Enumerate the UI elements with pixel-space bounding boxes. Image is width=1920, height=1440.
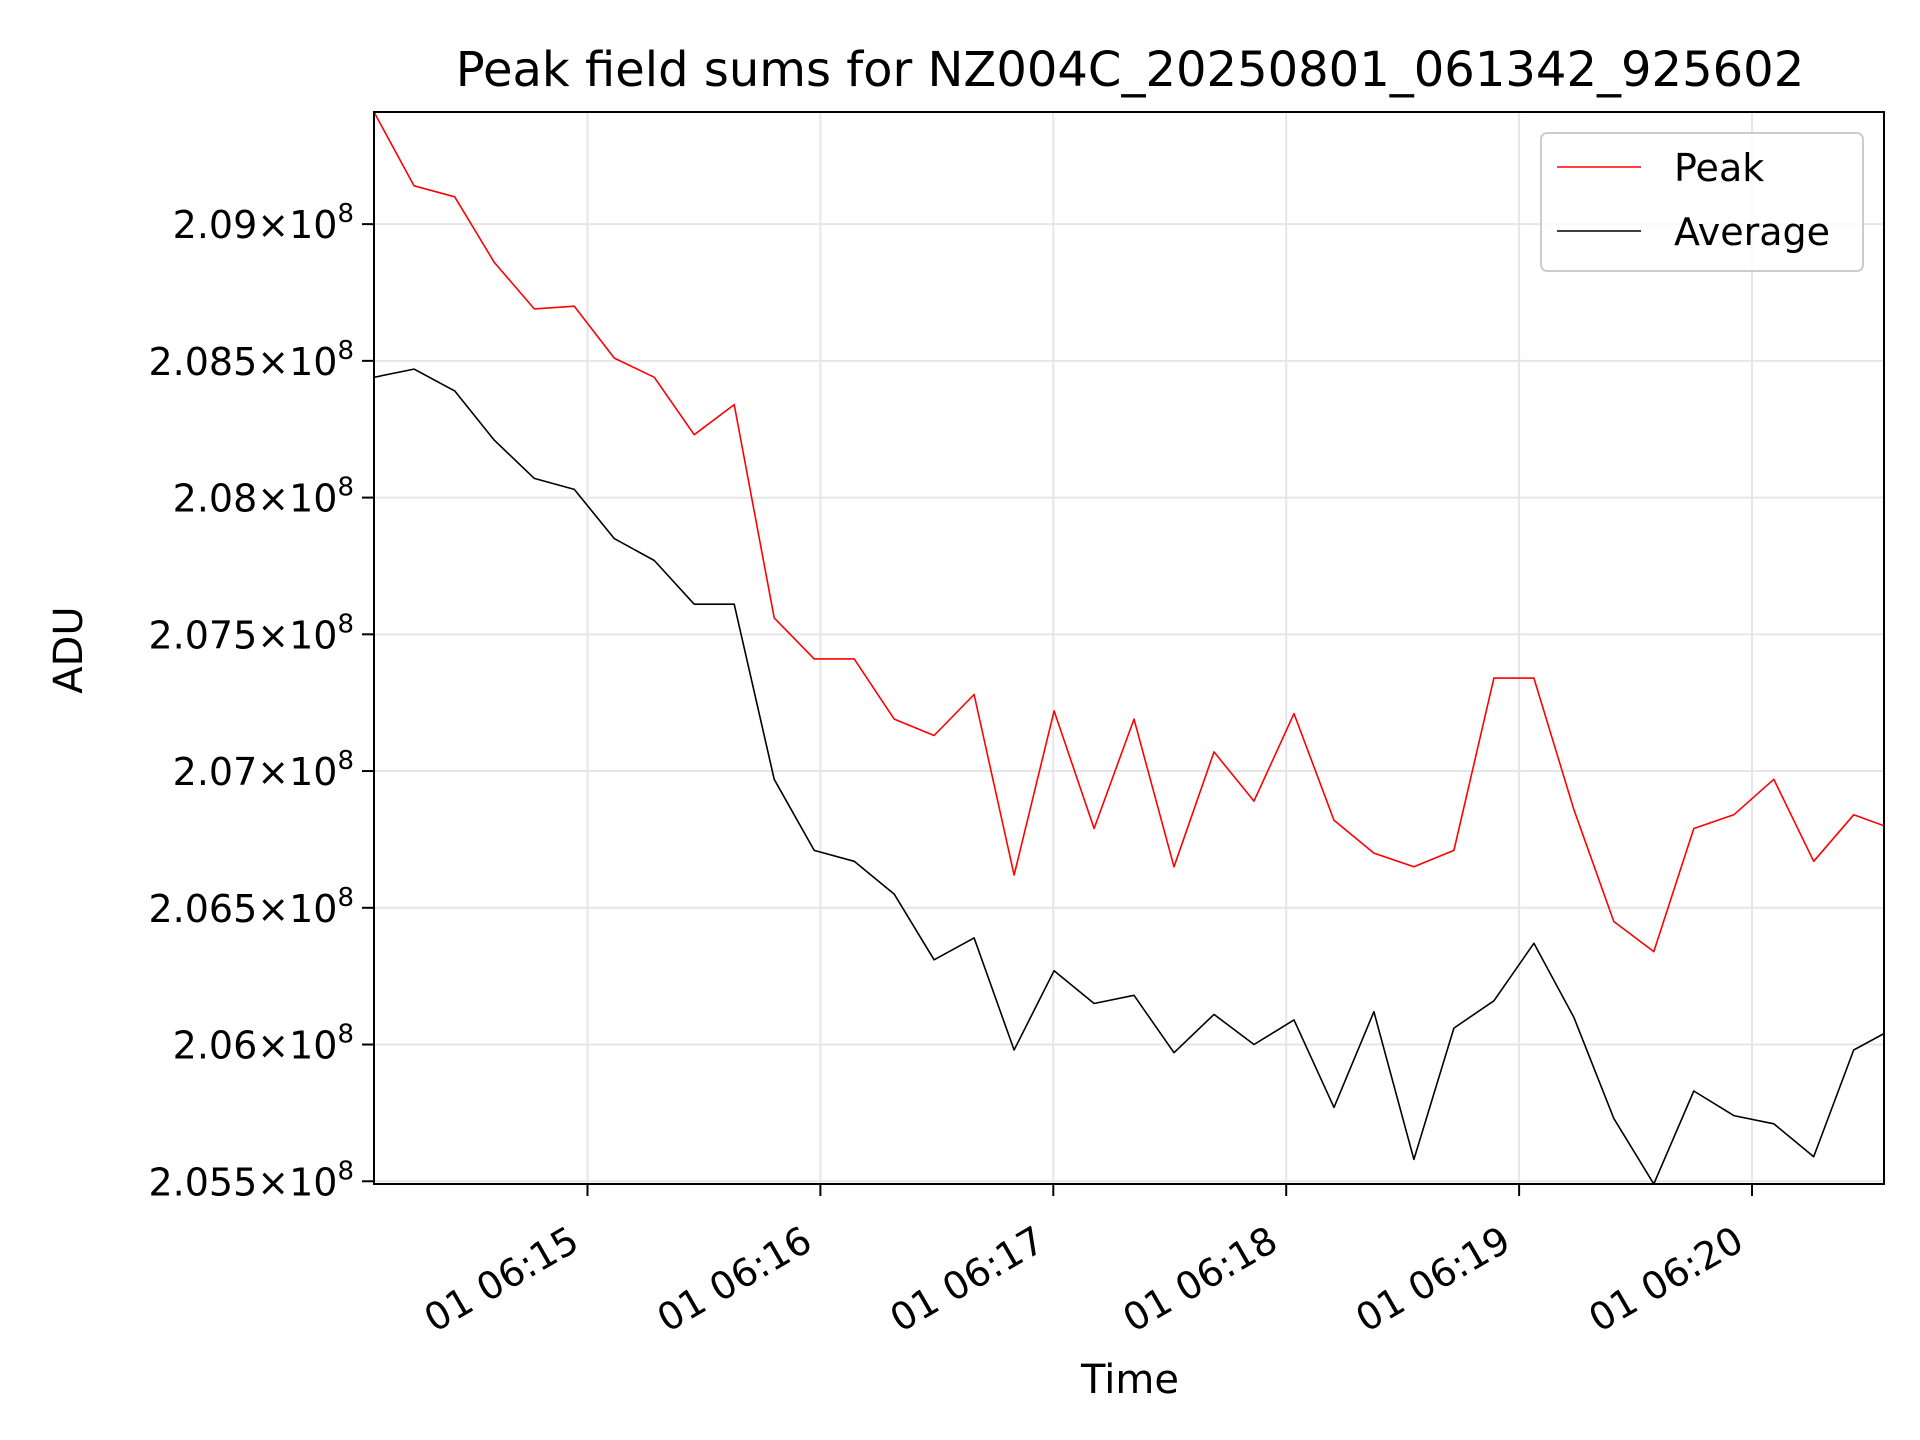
y-tick-label: 2.085×108: [148, 336, 354, 384]
y-tick-label: 2.06×108: [173, 1020, 354, 1068]
y-tick-label: 2.065×108: [148, 883, 354, 931]
chart-title: Peak field sums for NZ004C_20250801_0613…: [456, 42, 1804, 98]
grid: [374, 112, 1884, 1184]
legend: Peak Average: [1540, 132, 1864, 272]
y-axis-label: ADU: [46, 606, 92, 693]
plot-frame: [373, 111, 1885, 1185]
series-layer: [374, 112, 1884, 1184]
y-tick-label: 2.075×108: [148, 609, 354, 657]
legend-label-average: Average: [1674, 210, 1830, 254]
series-line-average: [374, 368, 1884, 1184]
series-line-peak: [374, 112, 1884, 953]
y-axis: 2.055×108 2.06×108 2.065×108 2.07×108 2.075×…: [148, 199, 374, 1204]
y-tick-label: 2.09×108: [173, 199, 354, 247]
y-tick-label: 2.07×108: [173, 746, 354, 794]
y-tick-label: 2.055×108: [148, 1156, 354, 1204]
y-tick-label: 2.08×108: [173, 473, 354, 521]
x-axis-label: Time: [1080, 1357, 1179, 1403]
legend-label-peak: Peak: [1674, 146, 1764, 190]
